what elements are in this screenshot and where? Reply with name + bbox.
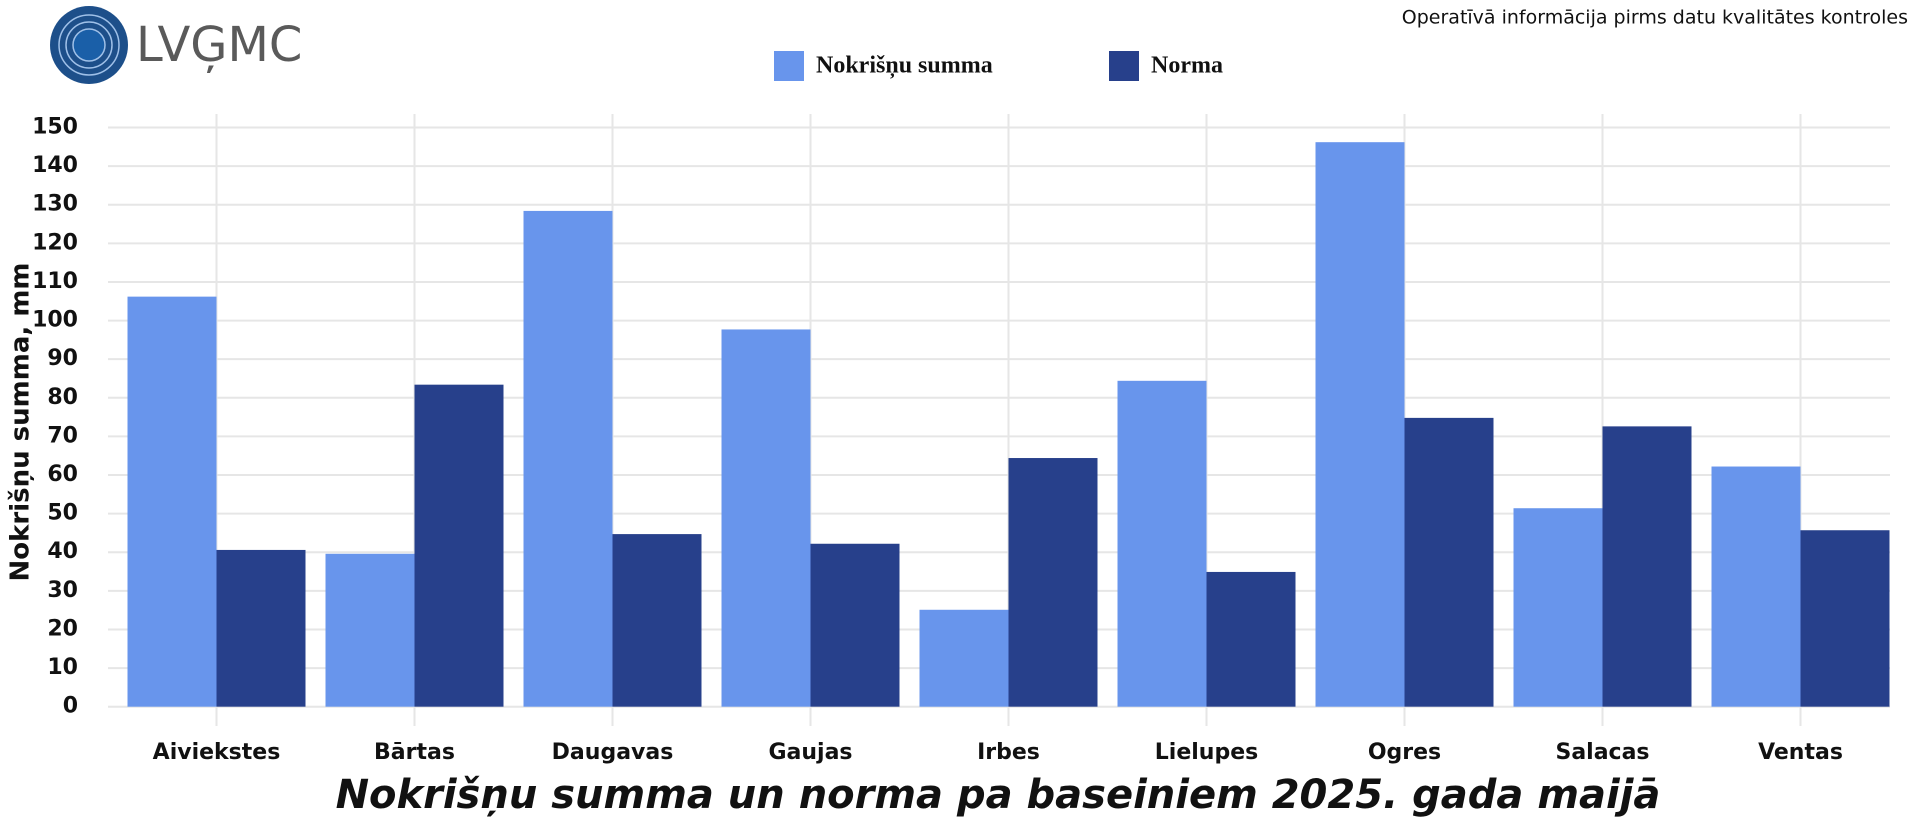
y-tick-label: 70: [47, 423, 78, 448]
bar: [810, 543, 900, 707]
legend-swatch: [1109, 51, 1139, 81]
y-tick-label: 10: [47, 655, 78, 680]
chart-title: Nokrišņu summa un norma pa baseiniem 202…: [336, 772, 1661, 818]
legend-label: Nokrišņu summa: [816, 53, 993, 80]
bar: [1315, 142, 1405, 707]
y-axis-label: Nokrišņu summa, mm: [6, 262, 36, 581]
bar: [1404, 417, 1494, 707]
y-tick-label: 140: [32, 153, 78, 178]
x-tick-label: Gaujas: [768, 740, 852, 765]
bar: [721, 329, 811, 707]
y-tick-label: 20: [47, 616, 78, 641]
y-tick-label: 120: [32, 230, 78, 255]
logo-ring: [65, 21, 113, 69]
x-tick-label: Aiviekstes: [153, 740, 281, 765]
x-tick-label: Bārtas: [374, 740, 455, 765]
bar: [1602, 426, 1692, 707]
bar: [127, 296, 217, 707]
y-tick-label: 110: [32, 269, 78, 294]
bar: [1206, 571, 1296, 707]
logo: LVĢMC: [50, 6, 302, 84]
bar: [1513, 508, 1603, 707]
bar: [1711, 466, 1801, 707]
y-tick-label: 80: [47, 385, 78, 410]
note: Operatīvā informācija pirms datu kvalitā…: [1402, 7, 1908, 29]
bar: [523, 210, 613, 707]
bar: [919, 609, 1009, 707]
legend-swatch: [774, 51, 804, 81]
y-tick-label: 0: [63, 694, 78, 719]
bar: [612, 534, 702, 707]
y-tick-label: 90: [47, 346, 78, 371]
logo-ring: [58, 14, 120, 76]
y-tick-label: 100: [32, 308, 78, 333]
logo-ring: [72, 28, 106, 62]
x-tick-label: Lielupes: [1155, 740, 1258, 765]
logo-text: LVĢMC: [136, 17, 302, 73]
x-tick-label: Daugavas: [552, 740, 674, 765]
x-tick-label: Irbes: [977, 740, 1040, 765]
x-tick-label: Ogres: [1368, 740, 1441, 765]
legend-label: Norma: [1151, 53, 1223, 79]
y-tick-label: 130: [32, 192, 78, 217]
y-tick-label: 40: [47, 539, 78, 564]
y-tick-label: 60: [47, 462, 78, 487]
y-tick-label: 50: [47, 501, 78, 526]
x-tick-label: Ventas: [1758, 740, 1843, 765]
bar: [325, 553, 415, 707]
y-tick-label: 150: [32, 115, 78, 140]
bar: [414, 384, 504, 707]
bar: [216, 549, 306, 707]
bar: [1800, 530, 1890, 707]
bar: [1008, 458, 1098, 707]
bar: [1117, 380, 1207, 707]
x-tick-label: Salacas: [1555, 740, 1649, 765]
y-tick-label: 30: [47, 578, 78, 603]
